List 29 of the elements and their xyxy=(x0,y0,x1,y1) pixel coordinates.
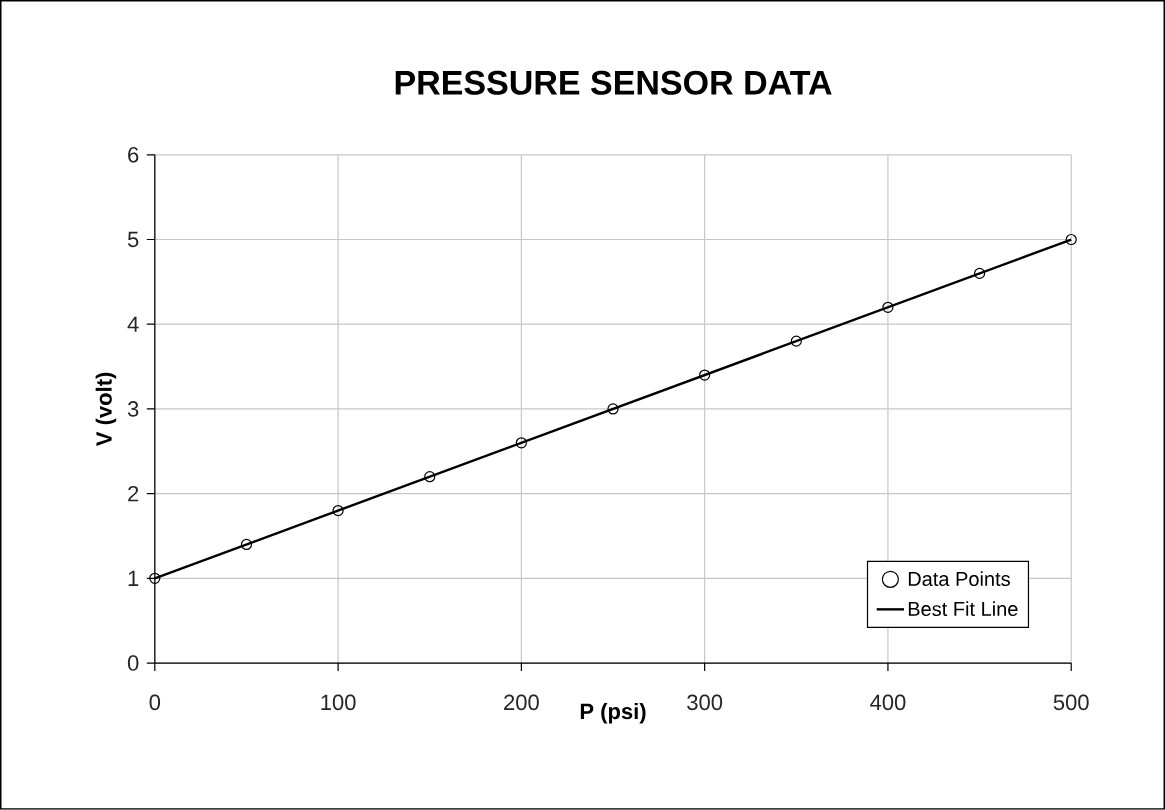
point xyxy=(332,505,344,517)
point xyxy=(882,301,894,313)
legend-label: Best Fit Line xyxy=(908,601,1018,617)
y-axis-title: V (volt) xyxy=(95,372,117,447)
point xyxy=(149,572,161,585)
point xyxy=(515,437,527,449)
y-tick-label: 4 xyxy=(127,316,139,332)
point xyxy=(240,538,253,551)
x-tick-label: 100 xyxy=(321,694,356,711)
y-tick-label: 2 xyxy=(128,486,139,502)
x-tick-label: 300 xyxy=(687,694,723,711)
x-axis-title: P (psi) xyxy=(580,703,646,724)
y-tick-label: 6 xyxy=(128,147,139,163)
y-tick-label: 0 xyxy=(127,655,139,671)
point xyxy=(1065,233,1077,246)
x-tick-label: 0 xyxy=(149,694,161,711)
point xyxy=(424,471,436,483)
x-tick-label: 400 xyxy=(870,694,906,711)
point xyxy=(607,403,619,415)
x-tick-label: 500 xyxy=(1053,694,1089,711)
x-tick-label: 200 xyxy=(504,694,539,711)
point xyxy=(973,267,986,280)
chart-title: PRESSURE SENSOR DATA xyxy=(395,70,832,95)
y-tick-label: 5 xyxy=(127,231,139,248)
y-tick-label: 3 xyxy=(127,401,139,417)
legend-label: Data Points xyxy=(908,571,1010,587)
y-tick-label: 1 xyxy=(128,570,139,586)
point xyxy=(790,335,802,347)
point xyxy=(699,369,711,381)
